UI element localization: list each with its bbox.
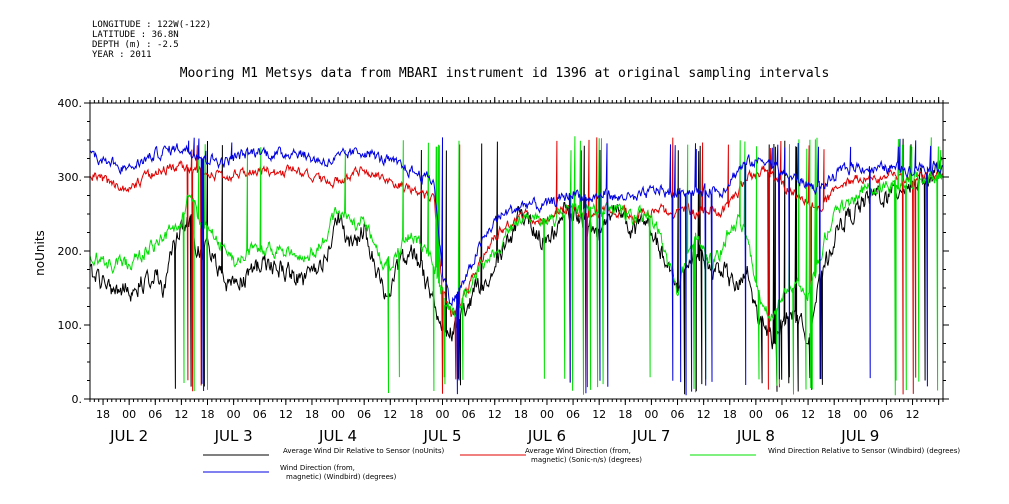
legend-label-2: Average Wind Direction (from, <box>525 447 631 455</box>
x-day-label: JUL 2 <box>109 427 148 445</box>
x-tick-label: 06 <box>357 408 371 421</box>
x-tick-label: 00 <box>436 408 450 421</box>
x-tick-label: 06 <box>462 408 476 421</box>
x-tick-label: 18 <box>618 408 632 421</box>
x-tick-label: 00 <box>853 408 867 421</box>
x-tick-label: 06 <box>566 408 580 421</box>
year-text: YEAR : 2011 <box>92 50 152 60</box>
legend-label-3: Wind Direction Relative to Sensor (Windb… <box>768 447 960 455</box>
latitude-text: LATITUDE : 36.8N <box>92 30 179 40</box>
x-day-label: JUL 3 <box>214 427 253 445</box>
x-tick-label: 18 <box>96 408 110 421</box>
x-tick-label: 12 <box>801 408 815 421</box>
x-tick-label: 12 <box>906 408 920 421</box>
x-tick-label: 06 <box>879 408 893 421</box>
chart-title: Mooring M1 Metsys data from MBARI instru… <box>179 66 830 81</box>
x-tick-label: 06 <box>148 408 162 421</box>
x-day-label: JUL 5 <box>422 427 461 445</box>
legend-label-4: Wind Direction (from, <box>280 464 355 472</box>
x-tick-label: 18 <box>305 408 319 421</box>
x-tick-label: 18 <box>827 408 841 421</box>
x-tick-label: 12 <box>488 408 502 421</box>
metadata-block: LONGITUDE : 122W(-122) LATITUDE : 36.8N … <box>92 20 211 60</box>
x-tick-label: 00 <box>227 408 241 421</box>
y-axis-label: noUnits <box>33 230 47 276</box>
series-line-4 <box>90 137 943 396</box>
x-day-label: JUL 4 <box>318 427 357 445</box>
legend-label-2: magnetic) (Sonic-n/s) (degrees) <box>531 456 642 464</box>
depth-text: DEPTH (m) : -2.5 <box>92 40 179 50</box>
y-tick-label: 300. <box>58 171 83 184</box>
x-tick-label: 12 <box>592 408 606 421</box>
x-tick-label: 18 <box>514 408 528 421</box>
x-day-label: JUL 8 <box>736 427 775 445</box>
x-tick-label: 00 <box>331 408 345 421</box>
x-tick-label: 12 <box>174 408 188 421</box>
series-line-2 <box>90 137 943 395</box>
x-tick-label: 18 <box>723 408 737 421</box>
x-day-label: JUL 7 <box>631 427 670 445</box>
x-tick-label: 12 <box>383 408 397 421</box>
legend-label-4: magnetic) (Windbird) (degrees) <box>286 473 397 481</box>
x-day-label: JUL 9 <box>840 427 879 445</box>
x-tick-label: 18 <box>409 408 423 421</box>
x-tick-label: 00 <box>644 408 658 421</box>
x-tick-label: 00 <box>540 408 554 421</box>
x-tick-label: 18 <box>201 408 215 421</box>
y-tick-label: 200. <box>58 245 83 258</box>
y-tick-label: 0. <box>72 393 83 406</box>
x-tick-label: 06 <box>775 408 789 421</box>
x-tick-label: 00 <box>122 408 136 421</box>
x-tick-label: 12 <box>279 408 293 421</box>
x-tick-label: 00 <box>749 408 763 421</box>
x-day-label: JUL 6 <box>527 427 566 445</box>
legend-label-1: Average Wind Dir Relative to Sensor (noU… <box>283 447 444 455</box>
series-line-3 <box>90 136 943 396</box>
x-tick-label: 12 <box>697 408 711 421</box>
y-tick-label: 400. <box>58 97 83 110</box>
longitude-text: LONGITUDE : 122W(-122) <box>92 20 212 30</box>
x-tick-label: 06 <box>253 408 267 421</box>
y-tick-label: 100. <box>58 319 83 332</box>
x-tick-label: 06 <box>671 408 685 421</box>
series-line-1 <box>90 138 943 395</box>
